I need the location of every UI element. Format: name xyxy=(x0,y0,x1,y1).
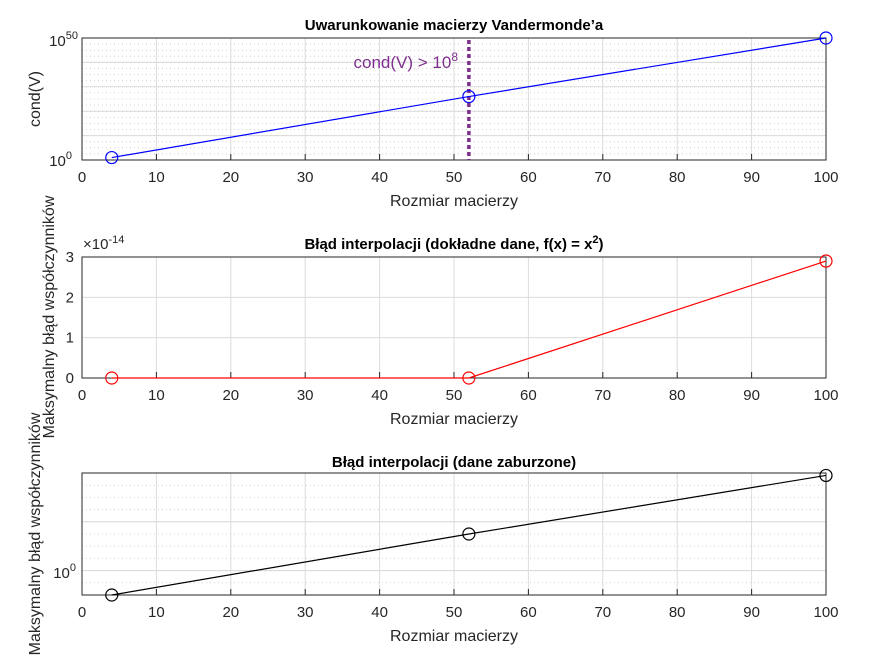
x-tick-label: 20 xyxy=(222,169,239,186)
x-tick-label: 80 xyxy=(669,169,686,186)
threshold-annotation: cond(V) > 108 xyxy=(354,50,459,72)
x-tick-label: 30 xyxy=(297,169,314,186)
x-tick-label: 10 xyxy=(148,604,165,621)
chart-title: Błąd interpolacji (dokładne dane, f(x) =… xyxy=(304,234,603,253)
data-point-marker xyxy=(105,150,119,165)
series-line xyxy=(111,260,827,379)
series-perturbed-error xyxy=(105,468,833,602)
y-axis-multiplier: ×10-14 xyxy=(83,234,124,253)
data-point-marker xyxy=(462,371,476,385)
x-tick-label: 30 xyxy=(297,604,314,621)
y-tick-label: 3 xyxy=(66,249,74,266)
x-axis-ticks: 0 10 20 30 40 50 60 70 80 90 100 xyxy=(78,372,839,404)
y-tick-label: 100 xyxy=(53,562,76,582)
x-tick-label: 80 xyxy=(669,604,686,621)
x-tick-label: 0 xyxy=(78,169,86,186)
data-point-marker xyxy=(819,468,833,483)
x-tick-label: 60 xyxy=(520,387,537,404)
y-tick-label: 1050 xyxy=(49,30,78,50)
y-tick-label: 100 xyxy=(49,150,72,170)
grid xyxy=(82,257,826,378)
y-axis-ticks: 0 1 2 3 xyxy=(66,249,74,387)
x-tick-label: 80 xyxy=(669,387,686,404)
x-tick-label: 40 xyxy=(371,169,388,186)
x-tick-label: 20 xyxy=(222,387,239,404)
series-line xyxy=(111,474,827,596)
x-tick-label: 60 xyxy=(520,169,537,186)
x-tick-label: 30 xyxy=(297,387,314,404)
chart-title: Błąd interpolacji (dane zaburzone) xyxy=(332,454,576,471)
subplot-condition-number: Uwarunkowanie macierzy Vandermonde’a 0 10… xyxy=(27,17,839,210)
x-tick-label: 50 xyxy=(446,387,463,404)
subplot-exact-data-error: Błąd interpolacji (dokładne dane, f(x) =… xyxy=(41,195,839,438)
grid xyxy=(82,38,826,160)
x-axis-ticks: 0 10 20 30 40 50 60 70 80 90 100 xyxy=(78,589,839,621)
x-axis-ticks: 0 10 20 30 40 50 60 70 80 90 100 xyxy=(78,154,839,186)
x-tick-label: 100 xyxy=(813,387,838,404)
data-point-marker xyxy=(462,89,476,104)
y-tick-label: 1 xyxy=(66,330,74,347)
y-tick-label: 2 xyxy=(66,289,74,306)
x-axis-label: Rozmiar macierzy xyxy=(390,193,518,210)
x-tick-label: 50 xyxy=(446,604,463,621)
x-axis-label: Rozmiar macierzy xyxy=(390,411,518,428)
y-axis-label: Maksymalny błąd współczynników xyxy=(41,195,58,438)
y-axis-ticks: 100 1050 xyxy=(49,30,78,170)
x-tick-label: 60 xyxy=(520,604,537,621)
x-tick-label: 90 xyxy=(743,387,760,404)
x-tick-label: 70 xyxy=(594,387,611,404)
x-tick-label: 90 xyxy=(743,604,760,621)
x-tick-label: 0 xyxy=(78,604,86,621)
x-tick-label: 40 xyxy=(371,387,388,404)
x-tick-label: 50 xyxy=(446,169,463,186)
y-axis-label: cond(V) xyxy=(27,71,44,127)
x-axis-label: Rozmiar macierzy xyxy=(390,628,518,645)
series-exact-error xyxy=(105,254,833,385)
series-line xyxy=(111,37,827,159)
grid xyxy=(82,473,826,595)
data-point-marker xyxy=(105,371,119,385)
x-tick-label: 40 xyxy=(371,604,388,621)
x-tick-label: 0 xyxy=(78,387,86,404)
data-point-marker xyxy=(462,527,476,541)
x-tick-label: 10 xyxy=(148,387,165,404)
x-tick-label: 70 xyxy=(594,169,611,186)
series-cond xyxy=(105,31,833,165)
x-tick-label: 100 xyxy=(813,169,838,186)
x-tick-label: 100 xyxy=(813,604,838,621)
x-tick-label: 20 xyxy=(222,604,239,621)
y-axis-ticks: 100 xyxy=(53,562,76,582)
y-axis-label: Maksymalny błąd współczynników xyxy=(27,412,44,655)
chart-title: Uwarunkowanie macierzy Vandermonde’a xyxy=(305,17,604,34)
x-tick-label: 10 xyxy=(148,169,165,186)
x-tick-label: 70 xyxy=(594,604,611,621)
data-point-marker xyxy=(819,31,833,45)
x-tick-label: 90 xyxy=(743,169,760,186)
y-tick-label: 0 xyxy=(66,370,74,387)
subplot-perturbed-data-error: Błąd interpolacji (dane zaburzone) 0 10 20… xyxy=(27,412,839,655)
data-point-marker xyxy=(105,588,119,602)
data-point-marker xyxy=(819,254,833,268)
